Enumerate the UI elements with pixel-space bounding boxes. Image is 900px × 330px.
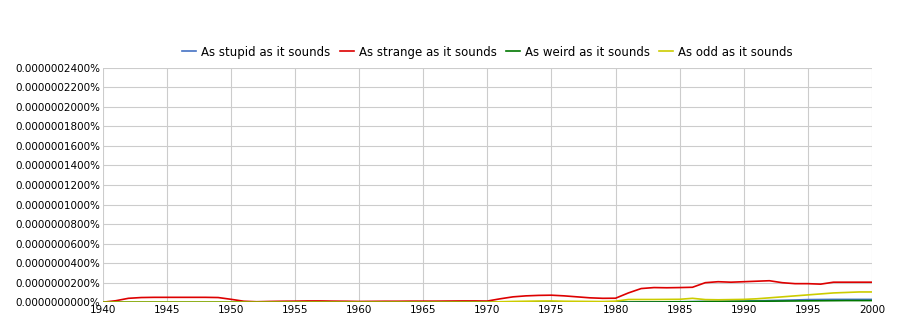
As odd as it sounds xyxy=(854,290,865,294)
As odd as it sounds xyxy=(97,300,108,304)
As strange as it sounds xyxy=(508,295,518,299)
As weird as it sounds xyxy=(277,300,288,304)
As weird as it sounds xyxy=(251,300,262,304)
As weird as it sounds xyxy=(867,299,877,303)
As strange as it sounds xyxy=(559,294,570,298)
As weird as it sounds xyxy=(97,300,108,304)
As weird as it sounds xyxy=(508,300,518,304)
As odd as it sounds xyxy=(764,296,775,300)
As stupid as it sounds xyxy=(251,300,262,304)
As stupid as it sounds xyxy=(97,300,108,304)
As strange as it sounds xyxy=(97,300,108,304)
As weird as it sounds xyxy=(764,299,775,303)
As weird as it sounds xyxy=(841,299,851,303)
Line: As odd as it sounds: As odd as it sounds xyxy=(103,292,872,302)
Line: As stupid as it sounds: As stupid as it sounds xyxy=(103,299,872,302)
Legend: As stupid as it sounds, As strange as it sounds, As weird as it sounds, As odd a: As stupid as it sounds, As strange as it… xyxy=(177,41,797,63)
As odd as it sounds xyxy=(867,290,877,294)
As odd as it sounds xyxy=(508,299,518,303)
As odd as it sounds xyxy=(366,300,377,304)
As strange as it sounds xyxy=(277,299,288,303)
Line: As strange as it sounds: As strange as it sounds xyxy=(103,281,872,302)
As stupid as it sounds xyxy=(828,297,839,301)
As stupid as it sounds xyxy=(867,297,877,301)
As stupid as it sounds xyxy=(508,300,518,304)
As stupid as it sounds xyxy=(277,300,288,304)
As strange as it sounds xyxy=(777,281,788,285)
As weird as it sounds xyxy=(366,300,377,304)
As strange as it sounds xyxy=(251,300,262,304)
As stupid as it sounds xyxy=(366,300,377,304)
As odd as it sounds xyxy=(559,299,570,303)
As strange as it sounds xyxy=(366,299,377,303)
As odd as it sounds xyxy=(277,300,288,304)
As stupid as it sounds xyxy=(764,299,775,303)
As stupid as it sounds xyxy=(559,300,570,304)
As strange as it sounds xyxy=(764,279,775,283)
As odd as it sounds xyxy=(251,300,262,304)
Line: As weird as it sounds: As weird as it sounds xyxy=(103,301,872,302)
As strange as it sounds xyxy=(867,280,877,284)
As weird as it sounds xyxy=(559,300,570,304)
